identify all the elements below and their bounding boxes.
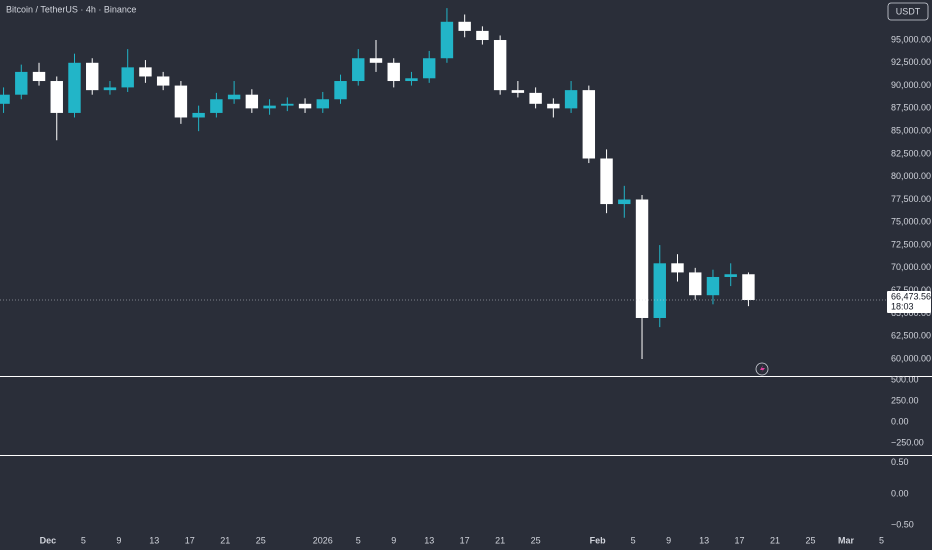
pane-y-tick-label: −0.50 (891, 519, 914, 529)
countdown-label: 18:03 (891, 301, 914, 311)
candle-body (139, 67, 152, 77)
pane-y-tick-label: 0.50 (891, 457, 909, 467)
candle-body (405, 78, 418, 82)
candle-body (316, 99, 329, 109)
candle-body (635, 199, 649, 318)
y-tick-label: 87,500.00 (891, 103, 931, 113)
candle-body (458, 21, 471, 31)
x-tick-label: 2026 (313, 535, 333, 545)
candle-body (742, 274, 755, 301)
x-tick-label: 25 (531, 535, 541, 545)
pane-y-tick-label: −250.00 (891, 437, 924, 447)
x-tick-label: 5 (81, 535, 86, 545)
y-tick-label: 67,500.00 (891, 285, 931, 295)
x-tick-label: 5 (356, 535, 361, 545)
x-tick-label: 21 (220, 535, 230, 545)
candle-body (210, 99, 223, 113)
currency-button[interactable] (887, 2, 929, 21)
pane-y-tick-label: 0.00 (891, 416, 909, 426)
candle-body (298, 103, 312, 109)
candle-body (103, 87, 117, 91)
candle-body (281, 103, 294, 106)
candle-body (334, 81, 347, 100)
x-tick-label: 13 (699, 535, 709, 545)
x-tick-label: 21 (770, 535, 780, 545)
x-tick-label: 17 (185, 535, 195, 545)
y-tick-label: 70,000.00 (891, 262, 931, 272)
x-tick-label: 5 (631, 535, 636, 545)
last-price-label: 66,473.56 (891, 291, 931, 301)
candle-body (689, 272, 702, 296)
x-tick-label: 13 (424, 535, 434, 545)
chart-title: Bitcoin / TetherUS · 4h · Binance (6, 4, 136, 14)
candle-body (156, 76, 170, 86)
candle-body (50, 81, 63, 113)
candle-body (440, 21, 454, 59)
pane-y-tick-label: 250.00 (891, 395, 919, 405)
x-tick-label: 25 (806, 535, 816, 545)
x-tick-label: Feb (590, 535, 607, 545)
candle-body (671, 263, 684, 273)
candle-body (352, 58, 365, 82)
candle-body (68, 62, 81, 113)
candle-body (653, 263, 666, 318)
candle-body (600, 158, 613, 205)
candle-body (706, 276, 720, 296)
candle-body (32, 71, 46, 82)
x-tick-label: 13 (149, 535, 159, 545)
y-tick-label: 75,000.00 (891, 217, 931, 227)
pane-y-tick-label: 0.00 (891, 488, 909, 498)
y-tick-label: 82,500.00 (891, 148, 931, 158)
candle-body (582, 90, 596, 159)
candle-body (263, 105, 276, 109)
x-tick-label: 17 (460, 535, 470, 545)
candle-body (724, 274, 737, 277)
y-tick-label: 80,000.00 (891, 171, 931, 181)
y-tick-label: 77,500.00 (891, 194, 931, 204)
y-tick-label: 60,000.00 (891, 353, 931, 363)
y-tick-label: 90,000.00 (891, 80, 931, 90)
x-tick-label: 21 (495, 535, 505, 545)
candle-body (529, 92, 542, 104)
candle-body (547, 103, 560, 109)
last-price-box (887, 291, 931, 314)
event-icon-bolt (760, 365, 765, 373)
x-tick-label: Mar (838, 535, 855, 545)
x-tick-label: 9 (116, 535, 121, 545)
candle-body (493, 40, 507, 91)
y-tick-label: 85,000.00 (891, 126, 931, 136)
x-tick-label: 25 (256, 535, 266, 545)
candle-body (369, 58, 383, 63)
x-tick-label: 9 (666, 535, 671, 545)
candle-body (121, 67, 134, 88)
x-tick-label: Dec (40, 535, 57, 545)
x-tick-label: 5 (879, 535, 884, 545)
candle-body (245, 94, 259, 109)
candle-body (564, 90, 578, 109)
x-tick-label: 17 (735, 535, 745, 545)
candle-body (0, 94, 10, 104)
candle-body (422, 58, 436, 79)
y-tick-label: 72,500.00 (891, 239, 931, 249)
candle-body (511, 90, 525, 93)
candle-body (618, 199, 631, 205)
candle-body (476, 30, 489, 41)
candle-body (174, 85, 188, 118)
pane-y-tick-label: 500.00 (891, 374, 919, 384)
candle-body (227, 94, 241, 100)
y-tick-label: 95,000.00 (891, 34, 931, 44)
candle-body (387, 62, 400, 82)
candle-body (86, 62, 99, 91)
candle-body (15, 71, 28, 95)
candle-body (192, 112, 205, 118)
currency-label[interactable]: USDT (896, 6, 921, 16)
y-tick-label: 62,500.00 (891, 331, 931, 341)
y-tick-label: 92,500.00 (891, 57, 931, 67)
x-tick-label: 9 (391, 535, 396, 545)
